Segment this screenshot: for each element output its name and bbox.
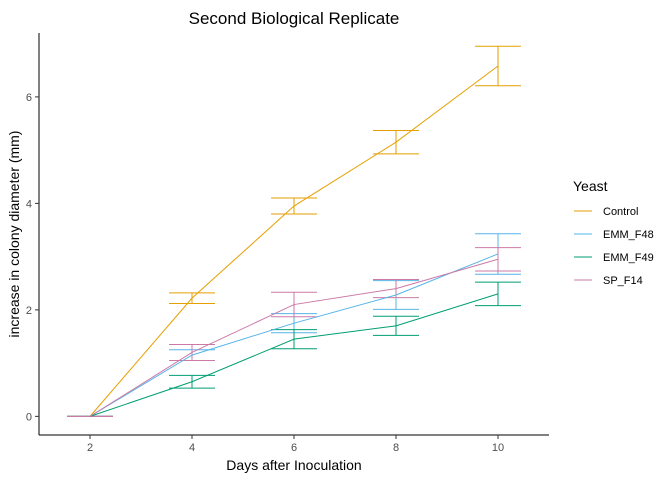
- legend: Yeast Control EMM_F48 EMM_F49 SP_F14: [573, 178, 654, 287]
- x-axis-title: Days after Inoculation: [226, 457, 361, 473]
- legend-title: Yeast: [573, 178, 608, 194]
- y-tick-label: 2: [26, 305, 32, 317]
- axes: 2 4 6 8 10 0 2 4 6: [26, 33, 549, 454]
- legend-label-sp-f14: SP_F14: [603, 275, 643, 287]
- plot-area: [67, 45, 521, 417]
- y-tick-label: 6: [26, 92, 32, 104]
- y-tick-label: 0: [26, 411, 32, 423]
- x-tick-label: 10: [492, 442, 504, 454]
- x-tick-label: 6: [291, 442, 297, 454]
- x-tick-label: 8: [393, 442, 399, 454]
- y-axis-title: increase in colony diameter (mm): [6, 131, 22, 338]
- chart-title: Second Biological Replicate: [189, 9, 400, 28]
- series-line-emm-f48: [89, 253, 499, 417]
- series-line-control: [89, 65, 499, 417]
- x-tick-label: 2: [87, 442, 93, 454]
- legend-label-emm-f49: EMM_F49: [603, 252, 654, 264]
- legend-label-control: Control: [603, 206, 638, 218]
- y-tick-label: 4: [26, 198, 32, 210]
- x-tick-label: 4: [189, 442, 195, 454]
- series-line-sp-f14: [89, 258, 499, 417]
- legend-label-emm-f48: EMM_F48: [603, 229, 654, 241]
- series-line-emm-f49: [89, 293, 499, 417]
